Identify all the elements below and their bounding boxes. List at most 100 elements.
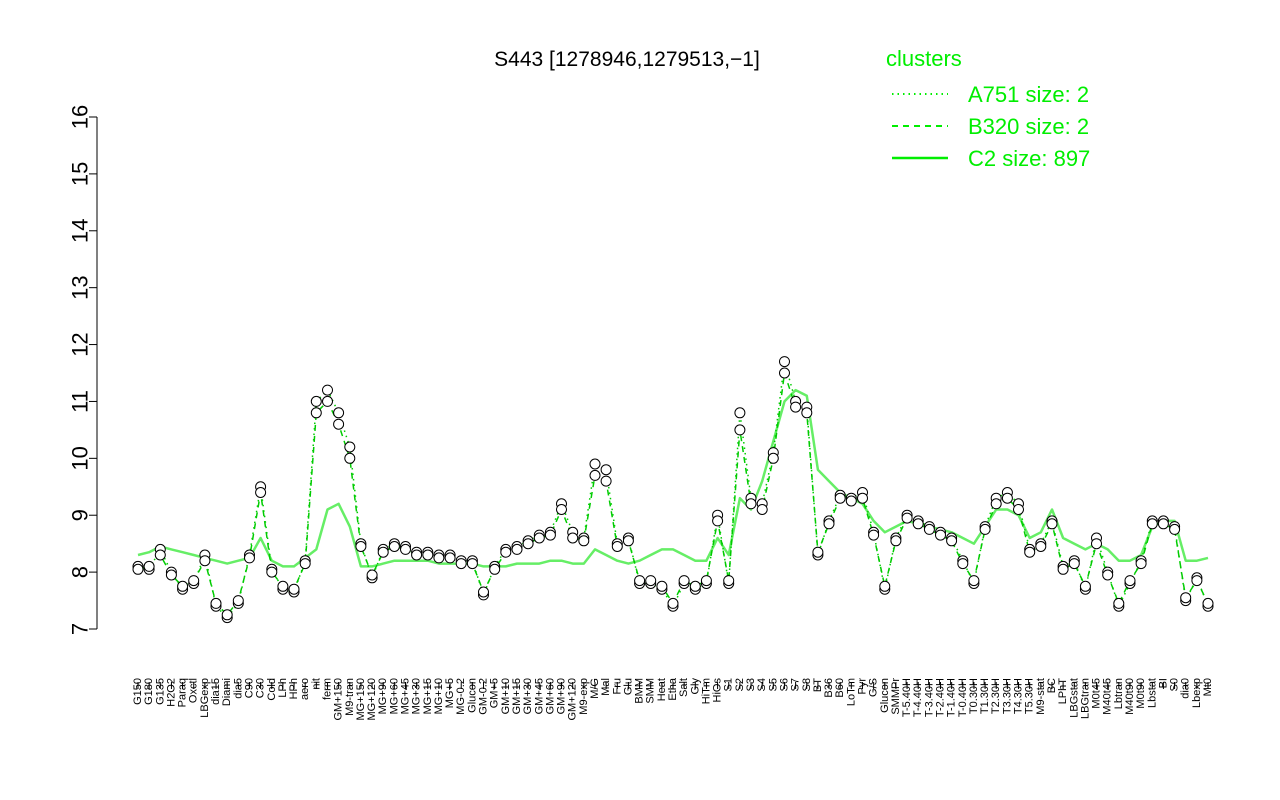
x-tick-label: BC <box>1046 678 1058 693</box>
x-tick-label: MG+45 <box>400 678 412 714</box>
chart-title: S443 [1278946,1279513,−1] <box>494 48 760 71</box>
data-point <box>544 529 556 541</box>
x-tick-label: MG+30 <box>411 678 423 714</box>
x-tick-label: LoTm <box>845 678 857 706</box>
data-point <box>1169 523 1181 535</box>
data-point <box>244 552 255 564</box>
data-point <box>444 552 456 564</box>
x-tick-label: Lbexp <box>1191 678 1203 708</box>
data-point <box>411 549 423 561</box>
data-point <box>745 498 757 510</box>
data-point <box>210 597 222 609</box>
x-tick-label: ferm <box>321 678 333 700</box>
x-tick-label: GM+45 <box>533 678 545 714</box>
data-point <box>255 487 267 498</box>
data-point <box>823 518 835 530</box>
x-tick-label: Mt0 <box>1202 678 1214 696</box>
x-tick-label: Heat <box>656 678 668 701</box>
x-tick-label: T0.30H <box>968 678 980 714</box>
x-tick-label: T-4.40H <box>912 678 924 717</box>
data-point <box>1180 592 1192 604</box>
x-tick-label: B60 <box>834 678 846 698</box>
x-tick-label: M/G <box>589 678 601 699</box>
data-point <box>879 580 891 592</box>
data-point <box>143 560 155 572</box>
data-point <box>634 575 646 587</box>
legend-title: clusters <box>886 46 962 71</box>
x-tick-label: dia5 <box>232 678 244 699</box>
x-tick-label: C30 <box>255 678 267 698</box>
x-tick-label: M40t90 <box>1124 678 1136 715</box>
data-point <box>723 575 735 587</box>
x-tick-label: S7 <box>790 678 802 691</box>
data-point <box>1046 518 1058 530</box>
data-point <box>1135 558 1147 570</box>
x-tick-label: BT <box>812 678 824 692</box>
x-tick-label: M0t45 <box>1091 678 1103 709</box>
data-point <box>979 523 991 535</box>
x-tick-label: MG+90 <box>377 678 389 714</box>
legend-entry-label: B320 size: 2 <box>968 114 1089 139</box>
data-point <box>199 555 211 567</box>
x-tick-label: B36 <box>823 678 835 698</box>
data-point <box>1001 492 1013 504</box>
x-tick-label: S0 <box>1169 678 1181 691</box>
y-tick-label: 11 <box>68 390 93 413</box>
x-tick-label: MG+150 <box>355 678 367 721</box>
x-tick-label: Mal <box>600 678 612 696</box>
data-point <box>1191 575 1203 587</box>
x-tick-label: GM+15 <box>511 678 523 714</box>
x-tick-label: Lbstat <box>1146 678 1158 708</box>
x-tick-label: BI <box>1157 678 1169 688</box>
x-tick-label: aero <box>299 678 311 700</box>
data-point <box>344 441 356 453</box>
x-tick-label: G180 <box>143 678 155 705</box>
x-tick-label: GM+60 <box>544 678 556 714</box>
x-tick-label: S4 <box>756 678 768 691</box>
x-tick-label: T5.30H <box>1024 678 1036 714</box>
data-point <box>957 558 969 570</box>
data-point <box>901 512 913 524</box>
points-layer <box>132 356 1214 624</box>
data-point <box>165 569 177 581</box>
y-tick-label: 7 <box>68 623 93 635</box>
x-tick-label: T4.30H <box>1013 678 1025 714</box>
y-tick-label: 10 <box>68 446 93 470</box>
legend-entry-label: A751 size: 2 <box>968 82 1089 107</box>
x-tick-label: M0t90 <box>1135 678 1147 709</box>
x-tick-label: GM+10 <box>500 678 512 714</box>
y-tick-label: 12 <box>68 332 93 356</box>
x-tick-label: MG+15 <box>422 678 434 714</box>
x-tick-label: Gly <box>689 678 701 695</box>
x-tick-label: T-0.40H <box>957 678 969 717</box>
data-point <box>188 575 200 587</box>
x-tick-label: LPhT <box>1057 678 1069 705</box>
data-point <box>322 395 333 407</box>
data-point <box>767 452 779 464</box>
data-point <box>154 549 166 561</box>
data-point <box>622 535 634 547</box>
data-point <box>656 580 668 592</box>
data-point <box>589 458 601 470</box>
x-tick-label: S1 <box>723 678 735 691</box>
data-point <box>1013 504 1024 515</box>
data-point <box>500 546 512 558</box>
data-point <box>511 543 523 555</box>
x-tick-label: dia0 <box>1180 678 1192 699</box>
data-point <box>478 586 489 598</box>
data-point <box>455 558 467 570</box>
data-point <box>567 532 579 544</box>
x-tick-label: S2 <box>734 678 746 691</box>
data-point <box>946 535 958 547</box>
x-tick-label: M40t45 <box>1102 678 1114 715</box>
x-tick-label: LBGtran <box>1079 678 1091 719</box>
data-point <box>667 597 679 609</box>
x-tick-label: Pyr <box>856 678 868 695</box>
x-tick-label: T2.30H <box>990 678 1002 714</box>
data-point <box>232 595 244 607</box>
data-point <box>1091 538 1102 550</box>
data-point <box>968 575 980 587</box>
x-tick-label: Etha <box>667 677 679 701</box>
data-point <box>277 580 289 592</box>
